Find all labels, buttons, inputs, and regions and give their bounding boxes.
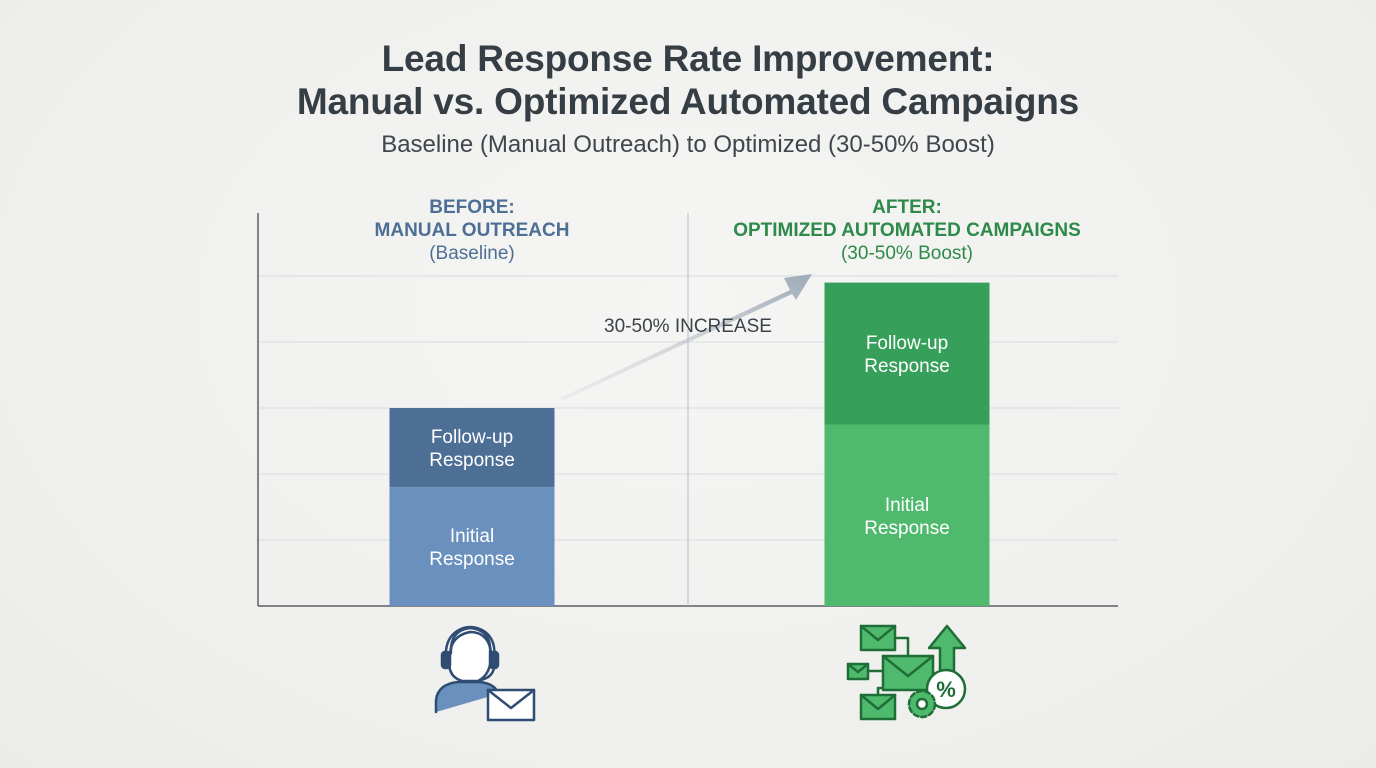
bar-segment-label: Follow-up (866, 333, 948, 354)
bar-segment-label: Initial (450, 526, 494, 547)
headset-agent-with-envelope-icon (434, 625, 536, 722)
after-label-line2: OPTIMIZED AUTOMATED CAMPAIGNS (733, 220, 1081, 241)
increase-arrow (560, 274, 812, 400)
bar-segment-before-initial (389, 487, 555, 606)
increase-arrow-shape (560, 274, 812, 400)
increase-label: 30-50% INCREASE (604, 316, 772, 337)
before-label-line2: MANUAL OUTREACH (374, 220, 570, 241)
chart-title-line1: Lead Response Rate Improvement: (381, 38, 995, 79)
before-group-header: BEFORE: MANUAL OUTREACH (Baseline) (322, 196, 622, 265)
bar-segment-label: Response (429, 450, 515, 471)
bar-segment-after-followup (824, 282, 990, 425)
before-label-line3: (Baseline) (429, 243, 515, 264)
bar-segment-label: Response (864, 356, 950, 377)
bar-segment-after-initial (824, 424, 990, 606)
after-label-line3: (30-50% Boost) (840, 243, 973, 264)
bar-segment-label: Response (429, 549, 515, 570)
chart-subtitle: Baseline (Manual Outreach) to Optimized … (381, 131, 995, 158)
bar-segment-label: Initial (885, 495, 929, 516)
bar-segment-before-followup (389, 408, 555, 488)
svg-text:%: % (936, 677, 956, 702)
bar-segment-label: Follow-up (431, 427, 513, 448)
bars: InitialResponseFollow-upResponseInitialR… (389, 282, 990, 606)
after-group-header: AFTER: OPTIMIZED AUTOMATED CAMPAIGNS (30… (707, 196, 1107, 265)
after-label-line1: AFTER: (872, 197, 942, 218)
bar-segment-label: Response (864, 518, 950, 539)
before-label-line1: BEFORE: (429, 197, 515, 218)
automated-email-workflow-icon: % (846, 624, 967, 721)
chart-title-line2: Manual vs. Optimized Automated Campaigns (296, 81, 1080, 122)
